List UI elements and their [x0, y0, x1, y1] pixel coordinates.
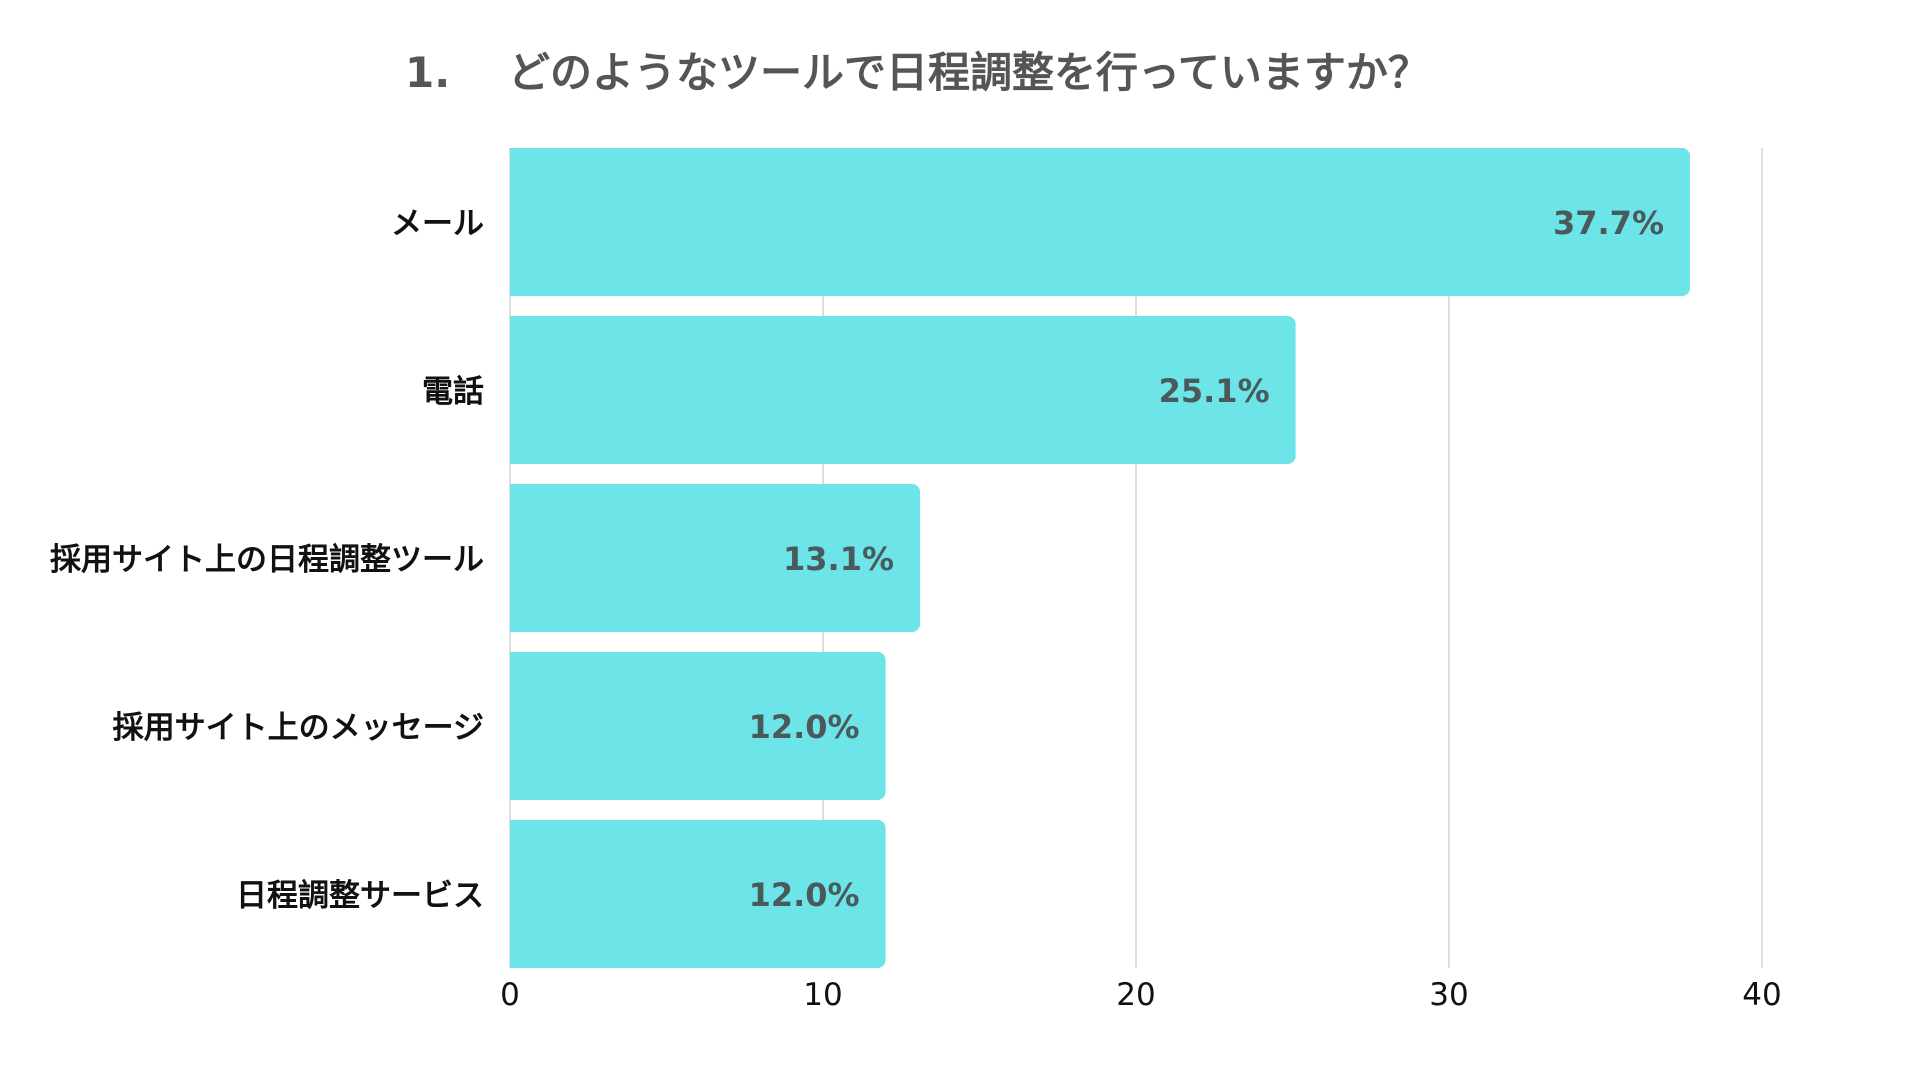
chart-title: 1. どのようなツールで日程調整を行っていますか？ — [0, 38, 1920, 108]
value-label-3: 12.0% — [749, 708, 860, 746]
bar-4-base — [510, 820, 530, 968]
bar-1-base — [510, 316, 530, 464]
value-label-2: 13.1% — [783, 540, 894, 578]
bar-0-base — [510, 148, 530, 296]
category-label-3: 採用サイト上のメッセージ — [113, 710, 484, 746]
x-tick-label-20: 20 — [1116, 977, 1155, 1013]
category-label-2: 採用サイト上の日程調整ツール — [50, 542, 484, 578]
value-label-4: 12.0% — [749, 876, 860, 914]
bar-2 — [510, 484, 921, 632]
category-label-1: 電話 — [422, 374, 484, 410]
bar-3-base — [510, 652, 530, 800]
bar-1 — [510, 316, 1296, 464]
bar-3 — [510, 652, 886, 800]
category-label-0: メール — [391, 206, 484, 242]
bar-2-base — [510, 484, 530, 632]
value-label-0: 37.7% — [1553, 204, 1664, 242]
x-tick-label-30: 30 — [1429, 977, 1468, 1013]
category-label-4: 日程調整サービス — [236, 878, 484, 914]
bar-4 — [510, 820, 886, 968]
question-number: 1. — [405, 48, 451, 97]
bar-0 — [510, 148, 1691, 296]
question-text: どのようなツールで日程調整を行っていますか？ — [508, 48, 1430, 97]
x-tick-label-10: 10 — [803, 977, 842, 1013]
x-tick-label-40: 40 — [1742, 977, 1781, 1013]
value-label-1: 25.1% — [1159, 372, 1270, 410]
x-tick-label-0: 0 — [500, 977, 520, 1013]
